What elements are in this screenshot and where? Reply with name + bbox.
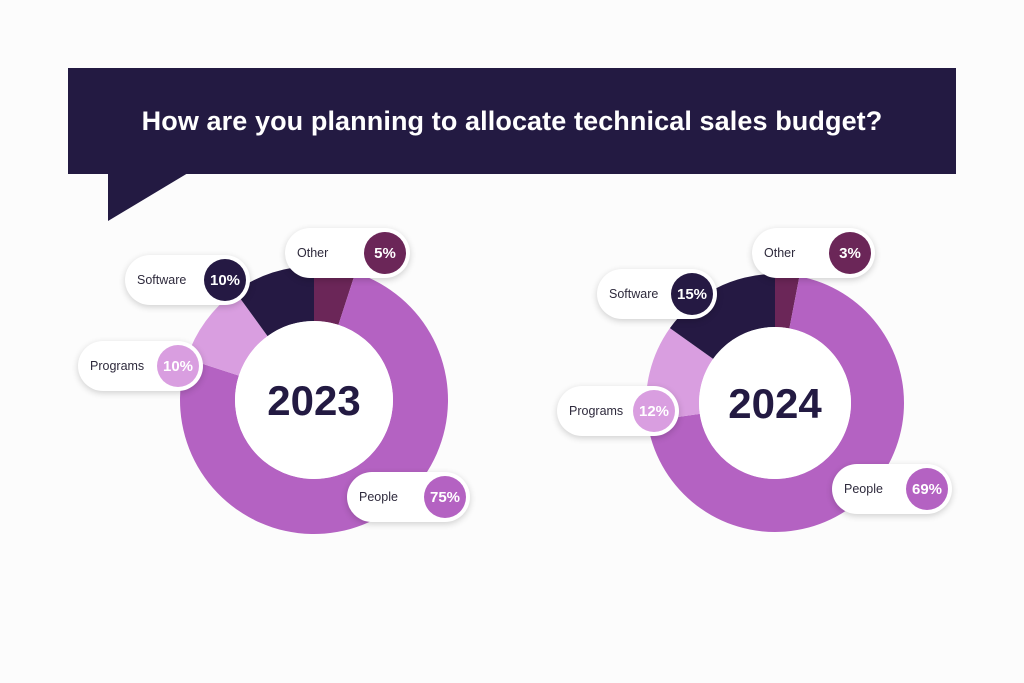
callout-value: 5% (364, 232, 406, 274)
callout-label: Software (609, 287, 659, 301)
callout-label: Programs (90, 359, 145, 373)
callout-label: Programs (569, 404, 624, 418)
callout-2023-software: Software 10% (125, 255, 250, 305)
callout-value: 75% (424, 476, 466, 518)
callout-value: 15% (671, 273, 713, 315)
callout-value: 10% (204, 259, 246, 301)
callout-value: 10% (157, 345, 199, 387)
slice-2023-other (314, 266, 356, 325)
callout-label: People (359, 490, 398, 504)
donut-chart-2023: 2023 (180, 266, 448, 534)
slice-2023-software (235, 266, 314, 337)
callout-2024-people: People 69% (832, 464, 952, 514)
callout-2023-other: Other 5% (285, 228, 410, 278)
slice-2024-people (647, 276, 904, 532)
year-label: 2023 (267, 377, 360, 424)
callout-label: People (844, 482, 883, 496)
callout-2023-people: People 75% (347, 472, 470, 522)
slice-2024-other (775, 274, 800, 329)
callout-value: 69% (906, 468, 948, 510)
callout-label: Software (137, 273, 187, 287)
callout-2023-programs: Programs 10% (78, 341, 203, 391)
banner-speech-tail (108, 173, 188, 221)
callout-label: Other (764, 246, 796, 260)
callout-2024-other: Other 3% (752, 228, 875, 278)
slice-2023-programs (186, 291, 268, 376)
callout-2024-software: Software 15% (597, 269, 717, 319)
callout-value: 12% (633, 390, 675, 432)
chart-title: How are you planning to allocate technic… (141, 105, 883, 136)
donut-hole (699, 327, 851, 479)
donut-hole (235, 321, 393, 479)
callout-label: Other (297, 246, 329, 260)
slice-2023-people (180, 272, 448, 534)
title-banner (68, 68, 956, 174)
callout-value: 3% (829, 232, 871, 274)
year-label: 2024 (728, 380, 822, 427)
slice-2024-software (669, 274, 775, 359)
callout-2024-programs: Programs 12% (557, 386, 679, 436)
